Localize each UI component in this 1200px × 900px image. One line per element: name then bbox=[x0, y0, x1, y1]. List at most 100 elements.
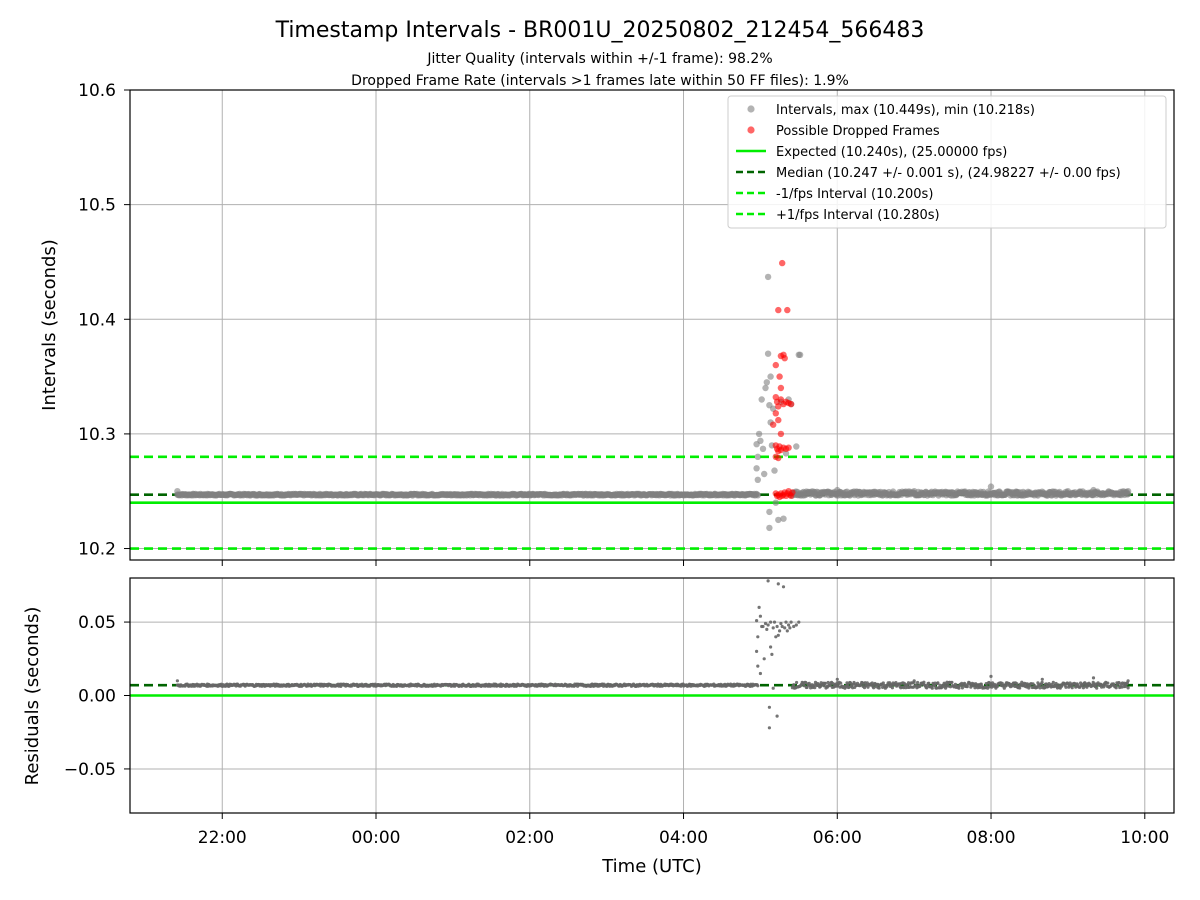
y-tick-label: 10.2 bbox=[78, 540, 116, 560]
intervals-panel: 10.2 10.3 10.4 10.5 10.6 Intervals (seconds)… bbox=[39, 81, 1175, 561]
data-point bbox=[769, 645, 773, 649]
data-point bbox=[764, 350, 772, 357]
data-point bbox=[1038, 686, 1042, 690]
data-point bbox=[1018, 686, 1022, 690]
data-point bbox=[769, 620, 773, 624]
data-point bbox=[754, 476, 761, 483]
y-tick-label: 10.3 bbox=[78, 425, 116, 445]
data-point bbox=[756, 684, 760, 688]
data-point bbox=[763, 621, 768, 626]
data-point bbox=[1126, 679, 1130, 683]
data-point bbox=[756, 635, 760, 639]
x-tick-label: 04:00 bbox=[659, 828, 708, 848]
y-tick-label: 10.4 bbox=[78, 310, 116, 330]
data-point bbox=[754, 492, 761, 499]
data-point bbox=[772, 499, 779, 506]
data-point bbox=[783, 626, 787, 630]
data-point bbox=[872, 686, 876, 690]
data-point bbox=[989, 674, 993, 679]
data-point bbox=[1013, 489, 1020, 496]
data-point bbox=[766, 508, 773, 516]
data-point bbox=[826, 680, 830, 685]
data-point bbox=[1044, 682, 1048, 686]
data-point bbox=[916, 680, 920, 685]
data-point bbox=[1064, 685, 1068, 689]
data-point bbox=[755, 649, 759, 654]
data-point bbox=[796, 351, 804, 358]
data-point bbox=[1040, 680, 1044, 685]
intervals-plot-area bbox=[130, 259, 1174, 550]
x-tick-label: 06:00 bbox=[813, 828, 862, 848]
data-point bbox=[792, 624, 796, 629]
x-tick-label: 00:00 bbox=[352, 828, 401, 848]
data-point bbox=[957, 686, 961, 690]
data-point bbox=[995, 684, 999, 689]
data-point bbox=[776, 373, 783, 380]
y-tick-label: 10.6 bbox=[78, 81, 116, 101]
legend-box bbox=[727, 95, 1167, 229]
data-point bbox=[762, 384, 769, 392]
legend: Intervals, max (10.449s), min (10.218s) P… bbox=[727, 95, 1167, 229]
residuals-y-axis-label: Residuals (seconds) bbox=[22, 607, 43, 786]
data-point bbox=[1015, 682, 1019, 686]
data-point bbox=[950, 680, 954, 684]
data-point bbox=[785, 444, 792, 451]
data-point bbox=[775, 714, 779, 718]
data-point bbox=[780, 515, 787, 522]
time-x-ticks: 22:00 00:00 02:00 04:00 06:00 08:00 10:00 bbox=[198, 560, 1169, 848]
data-point bbox=[761, 470, 768, 478]
data-point bbox=[922, 680, 926, 684]
data-point bbox=[778, 629, 782, 633]
data-point bbox=[775, 306, 782, 314]
data-point bbox=[794, 623, 798, 627]
data-point bbox=[756, 664, 760, 668]
data-point bbox=[772, 361, 779, 369]
data-point bbox=[914, 683, 918, 687]
data-point bbox=[774, 635, 778, 639]
x-tick-label: 22:00 bbox=[198, 828, 247, 848]
data-point bbox=[784, 306, 791, 314]
data-point bbox=[782, 450, 790, 457]
data-point bbox=[1091, 676, 1096, 680]
data-point bbox=[805, 685, 809, 690]
data-point bbox=[936, 681, 940, 685]
x-tick-label: 02:00 bbox=[505, 828, 554, 848]
data-point bbox=[762, 657, 766, 661]
legend-label: Possible Dropped Frames bbox=[776, 124, 940, 139]
data-point bbox=[759, 445, 767, 452]
data-point bbox=[776, 582, 780, 586]
data-point bbox=[753, 465, 760, 472]
x-axis-label: Time (UTC) bbox=[601, 856, 702, 877]
data-point bbox=[823, 681, 827, 686]
data-point bbox=[1123, 684, 1127, 689]
data-point bbox=[761, 624, 765, 629]
chart-subtitle-dropped: Dropped Frame Rate (intervals >1 frames … bbox=[351, 73, 849, 89]
data-point bbox=[767, 373, 774, 380]
data-point bbox=[770, 421, 777, 428]
data-point bbox=[787, 623, 791, 627]
data-point bbox=[1124, 488, 1132, 495]
data-point bbox=[772, 410, 779, 417]
data-point bbox=[764, 273, 772, 281]
data-point bbox=[965, 685, 969, 689]
legend-label: Intervals, max (10.449s), min (10.218s) bbox=[776, 103, 1035, 118]
data-point bbox=[1090, 486, 1097, 494]
y-tick-label: 10.5 bbox=[78, 196, 116, 216]
data-point bbox=[835, 677, 839, 681]
data-point bbox=[877, 686, 881, 690]
data-point bbox=[927, 681, 931, 685]
data-point bbox=[766, 623, 770, 627]
data-point bbox=[175, 679, 179, 683]
y-tick-label: 0.00 bbox=[78, 687, 116, 707]
data-point bbox=[960, 686, 965, 690]
data-point bbox=[795, 680, 799, 685]
data-point bbox=[767, 726, 772, 730]
data-point bbox=[777, 384, 785, 392]
legend-label: Expected (10.240s), (25.00000 fps) bbox=[776, 145, 1007, 160]
y-tick-label: −0.05 bbox=[64, 760, 116, 780]
data-point bbox=[771, 467, 778, 474]
data-point bbox=[777, 430, 785, 438]
data-point bbox=[846, 682, 850, 687]
data-point bbox=[772, 620, 777, 624]
data-point bbox=[1064, 488, 1072, 495]
